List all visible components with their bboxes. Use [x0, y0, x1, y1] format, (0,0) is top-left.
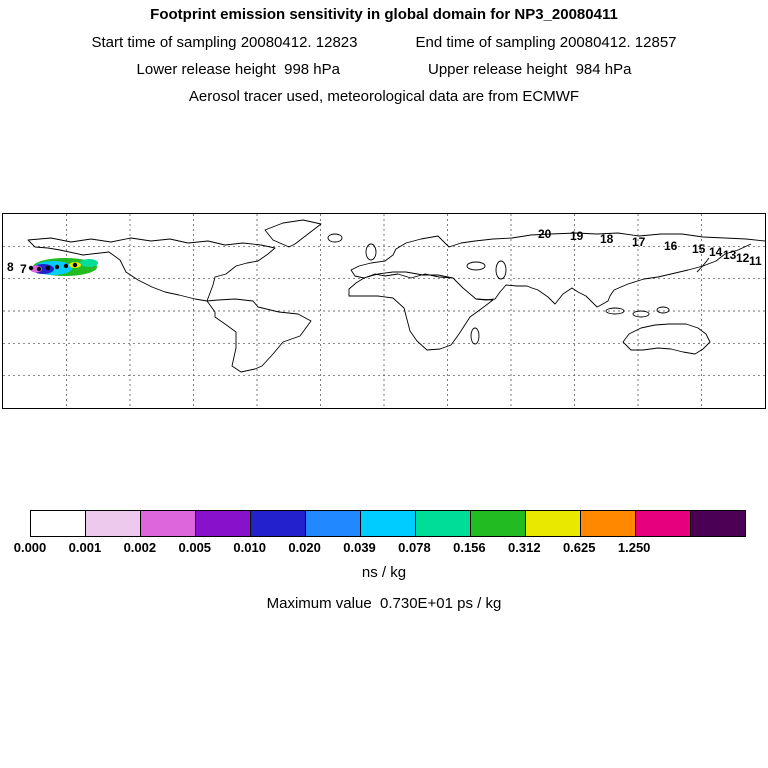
- colorbar-segment: [141, 511, 196, 536]
- colorbar-units: ns / kg: [361, 564, 407, 581]
- colorbar-tick-label: 0.010: [233, 540, 266, 555]
- trajectory-marker-label: 12: [736, 251, 750, 265]
- colorbar-segment: [31, 511, 86, 536]
- colorbar-tick-label: 0.078: [398, 540, 431, 555]
- coastlines: [27, 219, 765, 373]
- trajectory-marker-label: 13: [723, 248, 737, 262]
- end-time-label: End time of sampling 20080412. 12857: [415, 34, 677, 51]
- trajectory-marker-label: 17: [632, 235, 646, 249]
- upper-release-label: Upper release height 984 hPa: [428, 61, 632, 78]
- trajectory-marker-label: 16: [664, 239, 678, 253]
- colorbar-tick-label: 0.001: [68, 540, 102, 555]
- trajectory-marker-label: 7: [20, 262, 27, 276]
- colorbar-tick-label: 0.156: [453, 540, 486, 555]
- colorbar-tick-label: 0.020: [288, 540, 321, 555]
- colorbar-tick-label: 0.000: [13, 540, 47, 555]
- spacer: [340, 61, 428, 78]
- colorbar-segment: [361, 511, 416, 536]
- trajectory-marker-label: 14: [709, 245, 723, 259]
- colorbar-segment: [526, 511, 581, 536]
- trajectory-marker-label: 15: [692, 242, 706, 256]
- colorbar-segment: [416, 511, 471, 536]
- sampling-time-line: Start time of sampling 20080412. 12823 E…: [0, 34, 768, 51]
- trajectory-marker-labels: 20 19 18 17 16 15 14 13 12 11 8 7: [3, 214, 765, 408]
- start-time-label: Start time of sampling 20080412. 12823: [91, 34, 358, 51]
- map-svg: [3, 214, 765, 408]
- trajectory-dots: [28, 262, 78, 272]
- colorbar: [30, 510, 746, 537]
- colorbar-segment: [581, 511, 636, 536]
- lower-release-label: Lower release height 998 hPa: [136, 61, 340, 78]
- colorbar-tick-label: 1.250: [617, 540, 651, 555]
- maximum-value: Maximum value 0.730E+01 ps / kg: [266, 595, 502, 612]
- figure-header: Footprint emission sensitivity in global…: [0, 6, 768, 115]
- colorbar-tick-row: 0.000 0.001 0.002 0.005 0.010 0.020 0.039 0.078…: [14, 540, 744, 556]
- colorbar-tick-label: 0.002: [123, 540, 157, 555]
- trajectory-marker-label: 8: [7, 260, 14, 274]
- figure-title: Footprint emission sensitivity in global…: [150, 6, 618, 23]
- trajectory-marker-label: 18: [600, 232, 614, 246]
- trajectory-marker-label: 11: [749, 254, 762, 268]
- colorbar-tick-label: 0.005: [178, 540, 212, 555]
- colorbar-segment: [86, 511, 141, 536]
- colorbar-segment: [306, 511, 361, 536]
- graticule: [3, 214, 765, 408]
- colorbar-segment: [636, 511, 691, 536]
- release-height-line: Lower release height 998 hPa Upper relea…: [0, 61, 768, 78]
- colorbar-tick-label: 0.039: [343, 540, 376, 555]
- colorbar-segment: [471, 511, 526, 536]
- colorbar-segment: [691, 511, 745, 536]
- tracer-info-line: Aerosol tracer used, meteorological data…: [188, 88, 580, 105]
- colorbar-segment: [251, 511, 306, 536]
- world-map: 20 19 18 17 16 15 14 13 12 11 8 7: [2, 213, 766, 409]
- spacer: [357, 34, 415, 51]
- colorbar-tick-label: 0.312: [508, 540, 541, 555]
- trajectory-marker-label: 20: [538, 227, 552, 241]
- trajectory-marker-label: 19: [570, 229, 584, 243]
- colorbar-segment: [196, 511, 251, 536]
- colorbar-tick-label: 0.625: [562, 540, 596, 555]
